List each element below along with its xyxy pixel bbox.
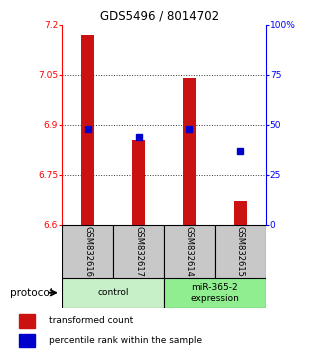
Bar xyxy=(234,201,246,225)
Bar xyxy=(82,35,94,225)
Bar xyxy=(19,334,35,347)
Bar xyxy=(62,278,164,308)
Bar xyxy=(19,314,35,328)
Bar xyxy=(113,225,164,278)
Text: GSM832616: GSM832616 xyxy=(83,226,92,277)
Bar xyxy=(62,225,113,278)
Text: GSM832615: GSM832615 xyxy=(236,226,245,277)
Text: transformed count: transformed count xyxy=(49,316,133,325)
Bar xyxy=(164,278,266,308)
Text: protocol: protocol xyxy=(10,288,52,298)
Bar xyxy=(183,78,196,225)
Bar xyxy=(215,225,266,278)
Text: percentile rank within the sample: percentile rank within the sample xyxy=(49,336,202,345)
Text: GSM832617: GSM832617 xyxy=(134,226,143,277)
Text: miR-365-2
expression: miR-365-2 expression xyxy=(190,283,239,303)
Text: GDS5496 / 8014702: GDS5496 / 8014702 xyxy=(100,10,220,23)
Text: GSM832614: GSM832614 xyxy=(185,226,194,277)
Text: control: control xyxy=(98,289,129,297)
Bar xyxy=(132,140,145,225)
Bar xyxy=(164,225,215,278)
